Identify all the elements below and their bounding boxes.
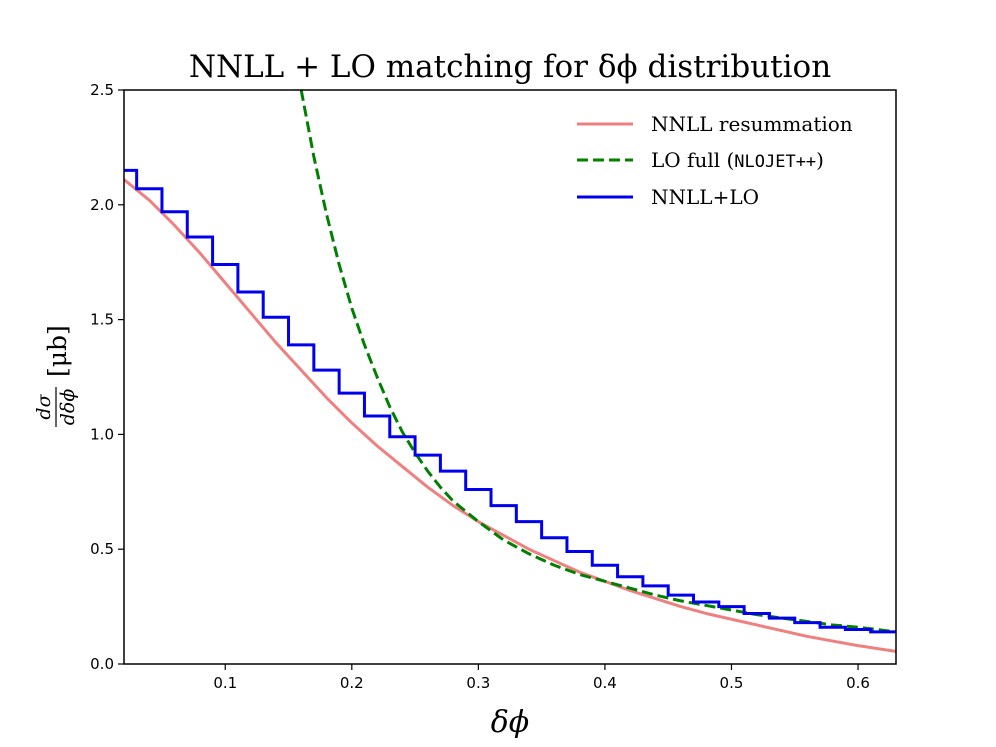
legend-label-lo-mono: NLOJET++ [734, 152, 816, 172]
x-tick-label: 0.2 [340, 674, 364, 692]
x-tick-label: 0.3 [466, 674, 490, 692]
chart-title: NNLL + LO matching for δϕ distribution [189, 49, 831, 85]
legend-label-lo-close: ) [816, 148, 824, 172]
series-lo-full [299, 90, 896, 634]
y-label-unit: [μb] [43, 325, 72, 377]
y-axis-label: dσ dδϕ [μb] [33, 325, 79, 427]
legend-label-lo: LO full (NLOJET++) [651, 148, 824, 172]
y-label-numerator: dσ [33, 393, 55, 419]
series-nnll-plus-lo [124, 168, 896, 634]
y-tick-label: 2.0 [90, 196, 114, 214]
x-tick-label: 0.1 [213, 674, 237, 692]
y-ticks: 0.0 0.5 1.0 1.5 2.0 2.5 [90, 81, 124, 673]
x-ticks: 0.1 0.2 0.3 0.4 0.5 0.6 [213, 664, 870, 692]
plot-frame [123, 89, 897, 665]
y-tick-label: 0.0 [90, 655, 114, 673]
x-axis-label: δϕ [491, 705, 530, 740]
series-nnll-resummation [124, 178, 896, 653]
legend: NNLL resummation LO full (NLOJET++) NNLL… [577, 112, 853, 209]
legend-label-lo-text: LO full ( [651, 148, 734, 172]
x-tick-label: 0.6 [846, 674, 870, 692]
y-tick-label: 1.0 [90, 425, 114, 443]
y-label-denominator: dδϕ [57, 389, 79, 426]
plot-lines [124, 90, 896, 653]
y-tick-label: 2.5 [90, 81, 114, 99]
y-tick-label: 0.5 [90, 540, 114, 558]
x-tick-label: 0.4 [593, 674, 617, 692]
x-tick-label: 0.5 [720, 674, 744, 692]
y-tick-label: 1.5 [90, 311, 114, 329]
legend-label-matched: NNLL+LO [651, 185, 759, 209]
legend-label-nnll: NNLL resummation [651, 112, 853, 136]
